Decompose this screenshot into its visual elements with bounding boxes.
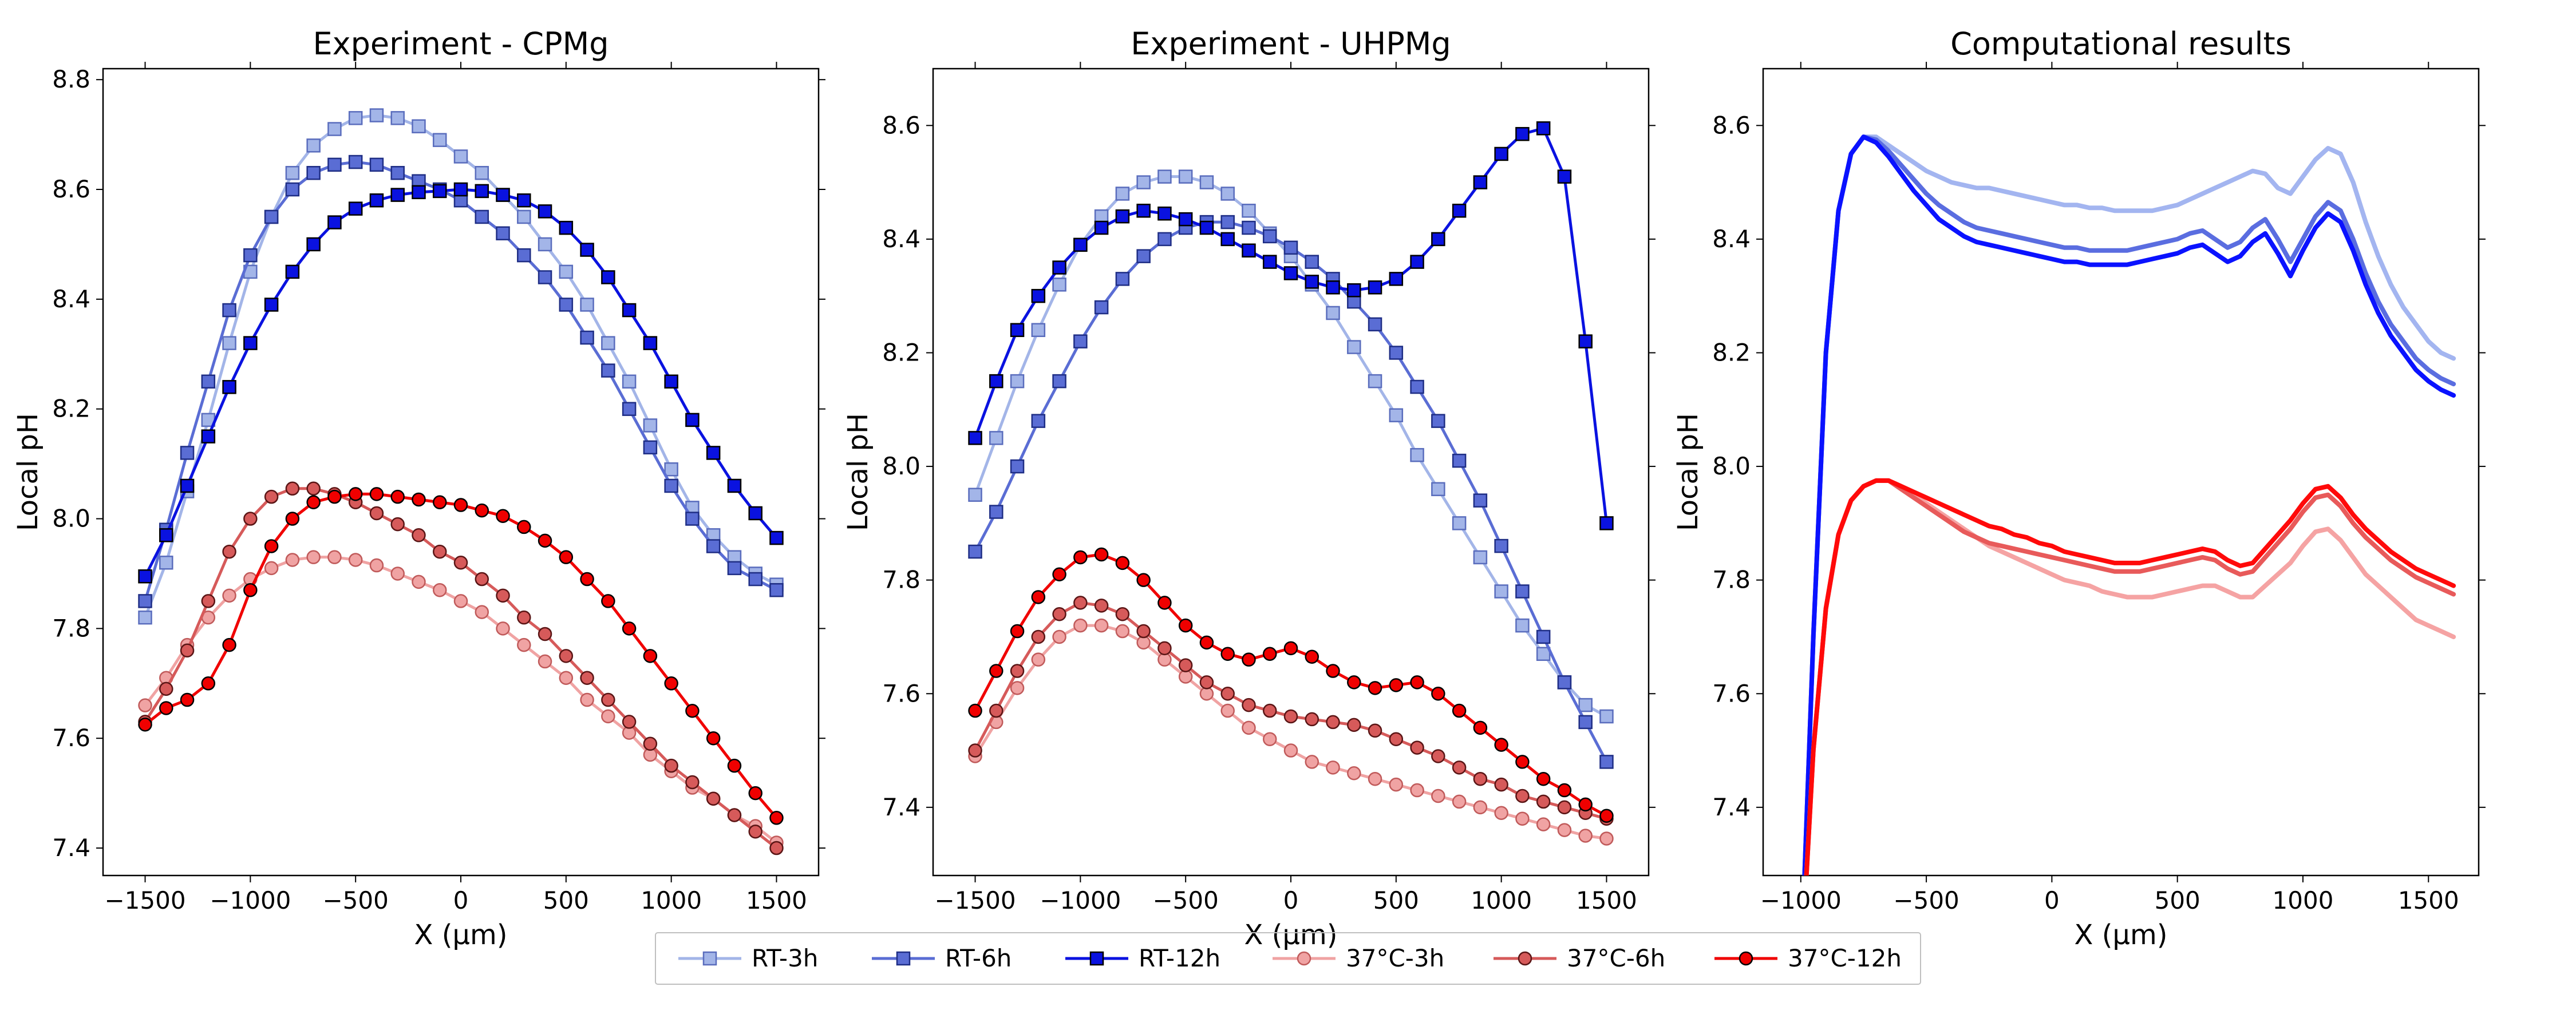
legend-label: RT-6h [945, 944, 1012, 972]
ytick-label: 8.8 [52, 65, 90, 93]
ytick-label: 8.4 [1712, 225, 1751, 253]
ytick-label: 7.8 [52, 614, 90, 642]
xtick-label: 0 [453, 886, 469, 914]
xtick-label: −500 [1152, 886, 1218, 914]
xtick-label: 1500 [1576, 886, 1637, 914]
figure-svg: Experiment - CPMg −1500 −1000 −500 0 500 1000 1… [0, 0, 2576, 1030]
ytick-label: 8.2 [52, 395, 90, 423]
xtick-label: 0 [2044, 886, 2060, 914]
ytick-label: 8.2 [882, 338, 920, 366]
xtick-label: −1500 [934, 886, 1016, 914]
ytick-label: 7.8 [882, 566, 920, 594]
ylabel: Local pH [842, 413, 874, 531]
xtick-label: −500 [1893, 886, 1959, 914]
xtick-label: 1000 [1471, 886, 1532, 914]
ytick-label: 8.6 [882, 111, 920, 139]
xtick-label: 500 [1373, 886, 1419, 914]
ytick-label: 7.6 [52, 724, 90, 752]
ytick-label: 8.4 [52, 285, 90, 313]
ytick-label: 7.6 [882, 679, 920, 707]
xtick-label: 500 [543, 886, 589, 914]
ytick-label: 7.4 [52, 834, 90, 862]
ytick-label: 8.2 [1712, 338, 1751, 366]
ylabel: Local pH [1672, 413, 1704, 531]
ytick-label: 8.4 [882, 225, 920, 253]
xtick-label: −1500 [104, 886, 185, 914]
legend-label: RT-12h [1139, 944, 1220, 972]
legend-label: 37°C-12h [1788, 944, 1902, 972]
xtick-label: −1000 [1760, 886, 1842, 914]
xlabel: X (μm) [2075, 919, 2168, 951]
ytick-label: 8.0 [52, 505, 90, 533]
ylabel: Local pH [12, 413, 44, 531]
legend-label: 37°C-3h [1346, 944, 1444, 972]
ytick-label: 8.6 [52, 175, 90, 203]
panel-title: Computational results [1950, 26, 2291, 62]
ytick-label: 7.4 [882, 793, 920, 821]
xtick-label: 1500 [2398, 886, 2459, 914]
xtick-label: 1000 [641, 886, 702, 914]
xtick-label: 1500 [746, 886, 807, 914]
xtick-label: −1000 [210, 886, 291, 914]
legend-label: RT-3h [752, 944, 818, 972]
ytick-label: 7.4 [1712, 793, 1751, 821]
ytick-label: 8.0 [1712, 452, 1751, 480]
panel-title: Experiment - CPMg [313, 26, 609, 62]
xtick-label: 1000 [2273, 886, 2334, 914]
ytick-label: 8.6 [1712, 111, 1751, 139]
xtick-label: 500 [2155, 886, 2200, 914]
ytick-label: 7.8 [1712, 566, 1751, 594]
ytick-label: 7.6 [1712, 679, 1751, 707]
xtick-label: 0 [1283, 886, 1299, 914]
xtick-label: −500 [322, 886, 388, 914]
ytick-label: 8.0 [882, 452, 920, 480]
panel-title: Experiment - UHPMg [1131, 26, 1451, 62]
xlabel: X (μm) [1244, 919, 1338, 951]
xtick-label: −1000 [1040, 886, 1121, 914]
legend-label: 37°C-6h [1567, 944, 1665, 972]
xlabel: X (μm) [414, 919, 508, 951]
